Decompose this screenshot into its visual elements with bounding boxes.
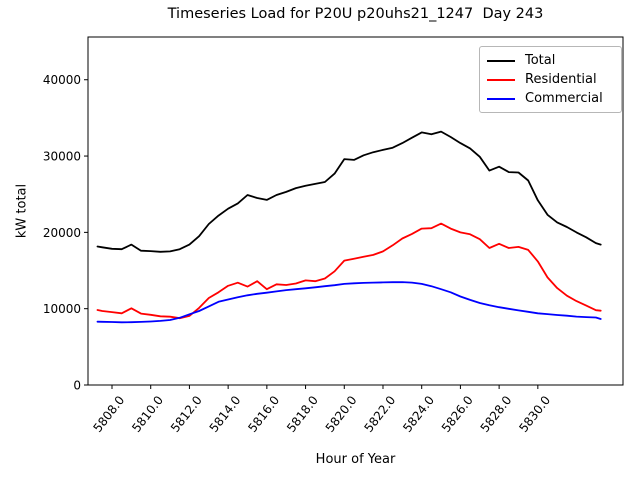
chart-title: Timeseries Load for P20U p20uhs21_1247 D… [167,6,544,22]
legend-label-total: Total [525,53,556,68]
series-line-commercial [96,281,602,324]
axes-box [87,36,624,386]
x-tick-label: 5820.0 [323,393,360,435]
x-tick-label: 5830.0 [516,393,553,435]
legend-line-commercial [487,97,515,100]
y-tick-label: 20000 [43,226,81,240]
x-axis-label: Hour of Year [315,452,396,467]
legend-item-residential: Residential [487,70,614,89]
legend-line-residential [487,78,515,81]
x-tick-label: 5822.0 [361,393,398,435]
series-line-residential [96,222,602,320]
y-tick-label: 30000 [43,150,81,164]
legend-item-total: Total [487,51,614,70]
x-tick-label: 5824.0 [400,393,437,435]
y-axis-label: kW total [14,183,30,239]
x-tick-label: 5826.0 [439,393,476,435]
x-tick-label: 5814.0 [207,393,244,435]
x-tick-label: 5818.0 [284,393,321,435]
y-tick-label: 0 [73,379,81,393]
x-tick-label: 5828.0 [478,393,515,435]
x-tick-label: 5812.0 [168,393,205,435]
legend-item-commercial: Commercial [487,89,614,108]
y-tick-label: 10000 [43,302,81,316]
legend-line-total [487,59,515,62]
legend: Total Residential Commercial [479,46,622,113]
x-tick-label: 5808.0 [90,393,127,435]
legend-label-commercial: Commercial [525,91,603,106]
x-tick-label: 5810.0 [129,393,166,435]
series-line-total [96,130,602,253]
legend-label-residential: Residential [525,72,597,87]
x-tick-label: 5816.0 [245,393,282,435]
y-tick-label: 40000 [43,73,81,87]
